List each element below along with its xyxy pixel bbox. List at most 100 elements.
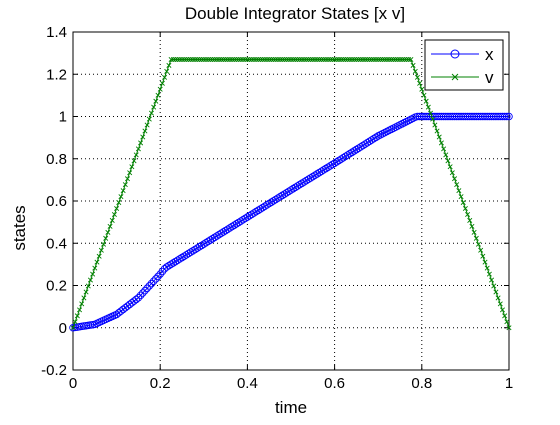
data-point-v — [73, 320, 77, 324]
data-point-v — [138, 141, 142, 145]
x-axis-label: time — [275, 398, 307, 417]
data-point-v — [160, 81, 164, 85]
data-point-v — [93, 266, 97, 270]
data-point-v — [465, 212, 469, 216]
y-tick-label: 0.8 — [46, 151, 67, 168]
y-tick-label: 1 — [59, 109, 67, 126]
data-point-v — [145, 123, 149, 127]
data-point-v — [123, 182, 127, 186]
data-point-v — [104, 236, 108, 240]
data-point-v — [95, 260, 99, 264]
data-point-v — [461, 200, 465, 204]
data-point-v — [450, 171, 454, 175]
data-point-v — [82, 296, 86, 300]
data-point-v — [452, 177, 456, 181]
y-tick-label: -0.2 — [41, 362, 67, 379]
legend: x v — [425, 40, 503, 90]
data-point-v — [472, 230, 476, 234]
data-point-v — [454, 182, 458, 186]
data-point-v — [426, 105, 430, 109]
data-point-v — [468, 218, 472, 222]
data-point-v — [478, 248, 482, 252]
x-tick-label: 0.2 — [150, 375, 171, 392]
data-point-v — [470, 224, 474, 228]
data-point-v — [500, 308, 504, 312]
data-point-v — [88, 278, 92, 282]
data-point-v — [149, 111, 153, 115]
data-point-v — [130, 165, 134, 169]
data-point-v — [474, 236, 478, 240]
data-point-v — [441, 147, 445, 151]
data-point-v — [154, 99, 158, 103]
data-point-v — [75, 314, 79, 318]
data-point-v — [136, 147, 140, 151]
data-point-v — [437, 135, 441, 139]
data-point-v — [413, 69, 417, 73]
data-point-v — [99, 248, 103, 252]
data-point-v — [459, 194, 463, 198]
data-point-v — [108, 224, 112, 228]
data-point-v — [481, 254, 485, 258]
data-point-v — [496, 296, 500, 300]
data-point-v — [97, 254, 101, 258]
data-point-v — [463, 206, 467, 210]
data-point-v — [77, 308, 81, 312]
legend-label-v: v — [485, 68, 494, 87]
data-point-v — [439, 141, 443, 145]
y-tick-label: 1.4 — [46, 24, 67, 41]
data-point-v — [127, 171, 131, 175]
data-point-v — [485, 266, 489, 270]
data-point-v — [147, 117, 151, 121]
data-point-v — [420, 87, 424, 91]
data-point-v — [143, 129, 147, 133]
data-point-v — [117, 200, 121, 204]
y-tick-label: 1.2 — [46, 66, 67, 83]
data-point-v — [165, 69, 169, 73]
data-point-v — [121, 188, 125, 192]
data-point-v — [433, 123, 437, 127]
data-point-v — [132, 159, 136, 163]
x-tick-label: 0.6 — [324, 375, 345, 392]
y-tick-label: 0 — [59, 320, 67, 337]
data-point-v — [158, 87, 162, 91]
data-point-v — [489, 278, 493, 282]
legend-label-x: x — [485, 45, 494, 64]
series-x — [70, 113, 513, 331]
data-point-v — [141, 135, 145, 139]
data-point-v — [446, 159, 450, 163]
data-point-v — [448, 165, 452, 169]
data-point-v — [502, 314, 506, 318]
data-point-v — [417, 81, 421, 85]
data-point-v — [505, 320, 509, 324]
x-tick-label: 0.4 — [237, 375, 258, 392]
data-point-v — [125, 177, 129, 181]
data-point-v — [498, 302, 502, 306]
data-point-v — [86, 284, 90, 288]
data-point-v — [422, 93, 426, 97]
data-point-v — [119, 194, 123, 198]
y-axis-label: states — [10, 205, 29, 250]
data-point-v — [424, 99, 428, 103]
data-point-v — [106, 230, 110, 234]
data-point-v — [411, 63, 415, 67]
data-point-v — [156, 93, 160, 97]
data-point-v — [435, 129, 439, 133]
x-tick-label: 0 — [69, 375, 77, 392]
data-point-v — [415, 75, 419, 79]
data-point-v — [444, 153, 448, 157]
data-point-v — [483, 260, 487, 264]
y-tick-label: 0.4 — [46, 235, 67, 252]
data-point-v — [487, 272, 491, 276]
data-point-v — [494, 290, 498, 294]
data-point-v — [80, 302, 84, 306]
x-tick-label: 0.8 — [411, 375, 432, 392]
data-point-v — [84, 290, 88, 294]
data-point-v — [492, 284, 496, 288]
data-point-v — [110, 218, 114, 222]
data-point-v — [476, 242, 480, 246]
data-point-v — [167, 63, 171, 67]
y-tick-label: 0.2 — [46, 278, 67, 295]
data-point-v — [114, 206, 118, 210]
